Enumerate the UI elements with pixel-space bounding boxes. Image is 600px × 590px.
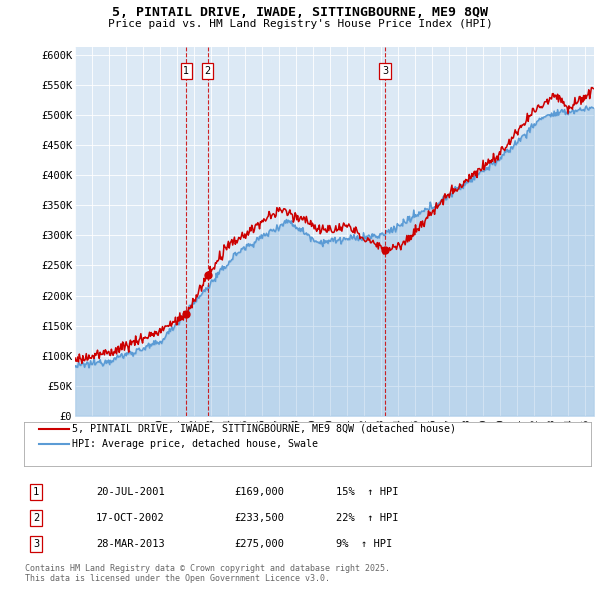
Text: 9%  ↑ HPI: 9% ↑ HPI	[336, 539, 392, 549]
Text: 22%  ↑ HPI: 22% ↑ HPI	[336, 513, 398, 523]
Text: 28-MAR-2013: 28-MAR-2013	[96, 539, 165, 549]
Text: 1: 1	[184, 66, 190, 76]
Text: Contains HM Land Registry data © Crown copyright and database right 2025.
This d: Contains HM Land Registry data © Crown c…	[25, 563, 390, 583]
Text: 5, PINTAIL DRIVE, IWADE, SITTINGBOURNE, ME9 8QW: 5, PINTAIL DRIVE, IWADE, SITTINGBOURNE, …	[112, 6, 488, 19]
Text: £275,000: £275,000	[234, 539, 284, 549]
Text: 3: 3	[382, 66, 388, 76]
Text: Price paid vs. HM Land Registry's House Price Index (HPI): Price paid vs. HM Land Registry's House …	[107, 19, 493, 29]
Text: £169,000: £169,000	[234, 487, 284, 497]
Text: 15%  ↑ HPI: 15% ↑ HPI	[336, 487, 398, 497]
Text: 17-OCT-2002: 17-OCT-2002	[96, 513, 165, 523]
Text: 2: 2	[33, 513, 39, 523]
Text: HPI: Average price, detached house, Swale: HPI: Average price, detached house, Swal…	[72, 440, 318, 449]
Text: 1: 1	[33, 487, 39, 497]
Text: 3: 3	[33, 539, 39, 549]
Text: 2: 2	[205, 66, 211, 76]
Text: 5, PINTAIL DRIVE, IWADE, SITTINGBOURNE, ME9 8QW (detached house): 5, PINTAIL DRIVE, IWADE, SITTINGBOURNE, …	[72, 424, 456, 434]
Text: 20-JUL-2001: 20-JUL-2001	[96, 487, 165, 497]
Text: £233,500: £233,500	[234, 513, 284, 523]
